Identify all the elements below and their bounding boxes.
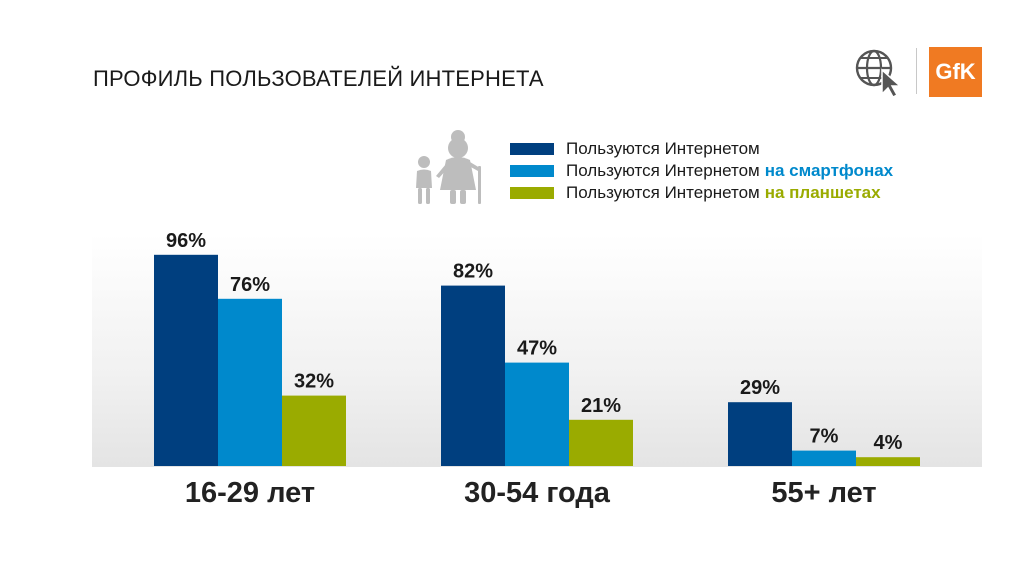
category-label-1: 16-29 лет: [185, 477, 315, 509]
data-label-3-3: 4%: [874, 432, 903, 454]
bar-2-2: [505, 362, 569, 466]
legend-label: Пользуются Интернетом: [566, 161, 760, 180]
legend-swatch: [510, 143, 554, 155]
bar-1-2: [441, 285, 505, 466]
bar-3-1: [282, 395, 346, 466]
category-label-2: 30-54 года: [464, 477, 611, 509]
legend-highlight: на смартфонах: [764, 161, 894, 180]
data-label-1-3: 29%: [740, 377, 780, 399]
globe-cursor-icon: [855, 49, 902, 98]
chart-legend: Пользуются Интернетом Пользуются Интерне…: [510, 138, 893, 204]
legend-label: Пользуются Интернетом: [566, 139, 760, 158]
category-label-3: 55+ лет: [771, 477, 876, 509]
page-title: ПРОФИЛЬ ПОЛЬЗОВАТЕЛЕЙ ИНТЕРНЕТА: [93, 66, 544, 91]
data-label-2-2: 47%: [517, 338, 557, 360]
grandmother-and-child-icon: [416, 130, 481, 204]
legend-label: Пользуются Интернетом: [566, 183, 760, 202]
data-label-1-1: 96%: [166, 230, 206, 252]
bar-1-3: [728, 402, 792, 466]
bar-3-3: [856, 457, 920, 466]
legend-entry-internet: Пользуются Интернетом: [510, 138, 893, 160]
bar-2-1: [218, 298, 282, 466]
data-label-3-1: 32%: [294, 371, 334, 393]
legend-highlight: на планшетах: [764, 183, 881, 202]
logo-divider: [916, 48, 917, 94]
data-label-2-3: 7%: [810, 426, 839, 448]
legend-entry-smartphones: Пользуются Интернетом на смартфонах: [510, 160, 893, 182]
bar-1-1: [154, 254, 218, 466]
legend-entry-tablets: Пользуются Интернетом на планшетах: [510, 182, 893, 204]
data-label-2-1: 76%: [230, 274, 270, 296]
data-label-3-2: 21%: [581, 395, 621, 417]
data-label-1-2: 82%: [453, 261, 493, 283]
legend-swatch: [510, 187, 554, 199]
legend-swatch: [510, 165, 554, 177]
gfk-logo: GfK: [929, 47, 982, 97]
bar-3-2: [569, 419, 633, 466]
bar-2-3: [792, 450, 856, 466]
